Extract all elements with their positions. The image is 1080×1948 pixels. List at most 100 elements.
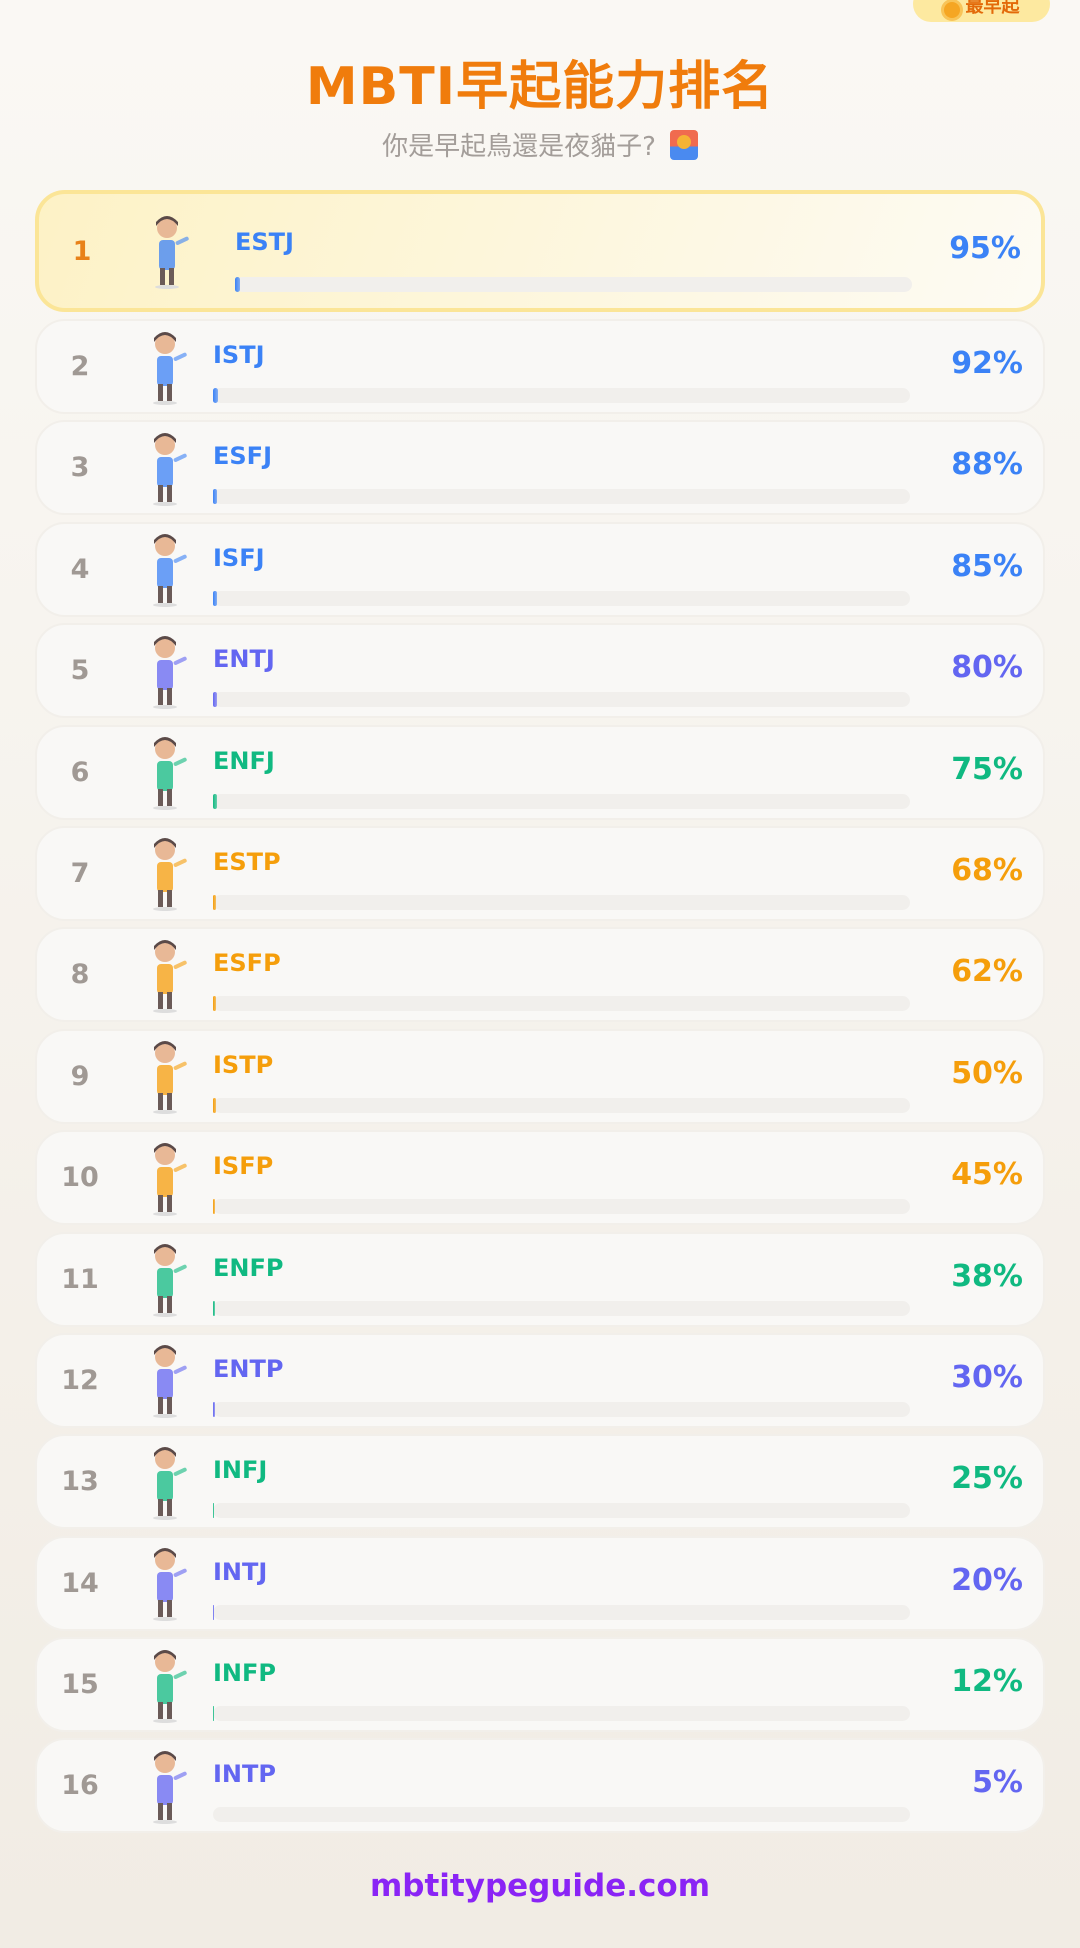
progress-track bbox=[213, 1706, 910, 1722]
ranking-row-esfj: 3 ESFJ 88% bbox=[35, 420, 1045, 516]
ranking-row-isfj: 4 ISFJ 85% bbox=[35, 521, 1045, 617]
progress-track bbox=[213, 1604, 910, 1620]
ranking-row-infp: 15 INFP 12% bbox=[35, 1637, 1045, 1733]
progress-fill bbox=[213, 1199, 216, 1215]
sunrise-icon bbox=[669, 129, 698, 160]
progress-track bbox=[213, 692, 910, 708]
footer-site[interactable]: mbtitypeguide.com bbox=[369, 1868, 711, 1904]
progress-fill bbox=[213, 489, 218, 505]
rank-number: 12 bbox=[61, 1364, 99, 1396]
mbti-type-label: ESFJ bbox=[213, 442, 273, 471]
progress-track bbox=[213, 489, 910, 505]
progress-fill bbox=[213, 692, 218, 708]
progress-track bbox=[213, 996, 910, 1012]
percent-value: 92% bbox=[951, 346, 1023, 381]
character-avatar-icon bbox=[153, 1750, 187, 1824]
percent-value: 30% bbox=[951, 1359, 1023, 1395]
ranking-row-istp: 9 ISTP 50% bbox=[35, 1028, 1045, 1124]
rank-number: 4 bbox=[70, 553, 90, 585]
percent-value: 88% bbox=[951, 447, 1023, 483]
rank-number: 9 bbox=[70, 1060, 90, 1092]
ranking-row-entj: 5 ENTJ 80% bbox=[35, 623, 1045, 719]
rank-number: 6 bbox=[70, 756, 90, 788]
rank-number: 3 bbox=[70, 452, 90, 484]
subtitle-text: 你是早起鳥還是夜貓子? bbox=[382, 132, 656, 162]
mbti-type-label: INTJ bbox=[213, 1557, 268, 1586]
character-avatar-icon bbox=[153, 1446, 187, 1520]
percent-value: 95% bbox=[949, 230, 1021, 266]
character-avatar-icon bbox=[153, 1548, 187, 1622]
ranking-row-intj: 14 INTJ 20% bbox=[35, 1535, 1045, 1631]
progress-track bbox=[213, 793, 910, 809]
ranking-list: 1 ESTJ 95% 2 ISTJ 92% 3 bbox=[35, 190, 1045, 1840]
ranking-row-infj: 13 INFJ 25% bbox=[35, 1434, 1045, 1530]
progress-fill bbox=[213, 388, 218, 403]
page-title: MBTI早起能力排名 bbox=[305, 57, 775, 117]
progress-fill bbox=[213, 793, 217, 809]
progress-fill bbox=[213, 996, 217, 1012]
character-avatar-icon bbox=[153, 1142, 187, 1216]
rank-number: 8 bbox=[70, 959, 90, 991]
progress-track bbox=[213, 1097, 910, 1113]
ranking-row-isfp: 10 ISFP 45% bbox=[35, 1130, 1045, 1226]
rank-number: 11 bbox=[61, 1263, 99, 1295]
percent-value: 50% bbox=[951, 1055, 1023, 1091]
mbti-type-label: ESTP bbox=[213, 847, 281, 876]
character-avatar-icon bbox=[153, 331, 187, 405]
progress-fill bbox=[213, 1097, 216, 1113]
progress-fill bbox=[213, 590, 218, 606]
mbti-type-label: ESTJ bbox=[235, 228, 294, 256]
character-avatar-icon bbox=[153, 1649, 187, 1723]
progress-fill bbox=[213, 894, 217, 910]
rank-number: 15 bbox=[61, 1669, 99, 1701]
ranking-row-entp: 12 ENTP 30% bbox=[35, 1332, 1045, 1428]
progress-fill bbox=[235, 277, 240, 292]
rank-number: 5 bbox=[70, 655, 90, 687]
progress-track bbox=[213, 1401, 910, 1417]
mbti-type-label: INTP bbox=[213, 1760, 276, 1789]
percent-value: 25% bbox=[951, 1461, 1023, 1497]
rank-number: 14 bbox=[61, 1567, 99, 1599]
character-avatar-icon bbox=[153, 1244, 187, 1318]
mbti-type-label: ISTP bbox=[213, 1050, 274, 1079]
character-avatar-icon bbox=[155, 216, 189, 289]
ranking-row-estp: 7 ESTP 68% bbox=[35, 825, 1045, 921]
page-subtitle: 你是早起鳥還是夜貓子? bbox=[0, 126, 1080, 163]
character-avatar-icon bbox=[153, 838, 187, 912]
mbti-type-label: ISFJ bbox=[213, 543, 265, 572]
progress-track bbox=[213, 894, 910, 910]
percent-value: 38% bbox=[951, 1258, 1023, 1294]
progress-track bbox=[213, 590, 910, 606]
mbti-type-label: ENTJ bbox=[213, 645, 275, 674]
rank-number: 13 bbox=[61, 1466, 99, 1498]
progress-fill bbox=[213, 1401, 215, 1417]
character-avatar-icon bbox=[153, 737, 187, 811]
progress-track bbox=[213, 1199, 910, 1215]
progress-track bbox=[213, 388, 910, 403]
mbti-type-label: INFJ bbox=[213, 1456, 268, 1485]
rank-number: 2 bbox=[70, 351, 90, 382]
progress-track bbox=[213, 1807, 910, 1823]
percent-value: 68% bbox=[951, 852, 1023, 888]
percent-value: 80% bbox=[951, 650, 1023, 686]
character-avatar-icon bbox=[153, 432, 187, 506]
percent-value: 75% bbox=[951, 751, 1023, 787]
character-avatar-icon bbox=[153, 635, 187, 709]
character-avatar-icon bbox=[153, 1345, 187, 1419]
mbti-type-label: ESFP bbox=[213, 949, 281, 978]
progress-track bbox=[213, 1503, 910, 1519]
progress-fill bbox=[213, 1604, 215, 1620]
mbti-type-label: ISTJ bbox=[213, 341, 265, 369]
ranking-row-esfp: 8 ESFP 62% bbox=[35, 927, 1045, 1023]
percent-value: 85% bbox=[951, 548, 1023, 584]
percent-value: 62% bbox=[951, 954, 1023, 990]
percent-value: 20% bbox=[951, 1562, 1023, 1598]
mbti-type-label: ISFP bbox=[213, 1152, 274, 1181]
ranking-row-estj: 1 ESTJ 95% bbox=[35, 190, 1045, 312]
percent-value: 12% bbox=[951, 1664, 1023, 1700]
percent-value: 5% bbox=[972, 1765, 1023, 1801]
character-avatar-icon bbox=[153, 939, 187, 1013]
mbti-type-label: INFP bbox=[213, 1659, 276, 1688]
character-avatar-icon bbox=[153, 534, 187, 608]
rank-number: 1 bbox=[72, 235, 92, 267]
